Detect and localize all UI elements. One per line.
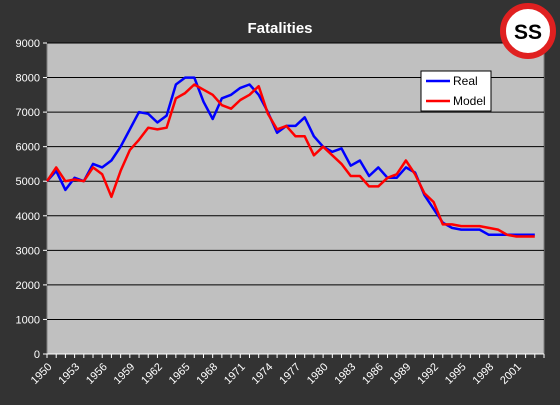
x-tick-label: 1977 bbox=[277, 361, 303, 387]
x-tick-label: 1983 bbox=[332, 361, 358, 387]
x-tick-label: 1968 bbox=[194, 361, 220, 387]
badge-ring bbox=[500, 3, 556, 59]
x-tick-label: 1980 bbox=[305, 361, 331, 387]
x-tick-label: 1992 bbox=[415, 361, 441, 387]
x-tick-label: 1953 bbox=[56, 361, 82, 387]
series-lines bbox=[45, 76, 535, 238]
x-tick-label: 1986 bbox=[360, 361, 386, 387]
y-tick-label: 9000 bbox=[16, 38, 40, 50]
x-tick-label: 1950 bbox=[29, 361, 55, 387]
badge-text: SS bbox=[514, 21, 542, 44]
x-tick-label: 1959 bbox=[112, 361, 138, 387]
y-tick-label: 6000 bbox=[16, 142, 40, 154]
y-tick-label: 4000 bbox=[16, 211, 40, 223]
x-tick-label: 1962 bbox=[139, 361, 165, 387]
legend-box bbox=[420, 70, 492, 112]
ss-badge-logo: SS bbox=[500, 3, 556, 59]
x-tick-label: 1971 bbox=[222, 361, 248, 387]
series-line-real bbox=[46, 76, 535, 237]
x-tick-label: 1989 bbox=[388, 361, 414, 387]
x-axis: 1950 1953 1956 1959 1962 1965 1968 1971 1974 1977… bbox=[29, 353, 545, 387]
x-tick-label: 1998 bbox=[471, 361, 497, 387]
legend: Real Model bbox=[420, 70, 492, 112]
y-axis: 0 1000 2000 3000 4000 5000 6000 7000 8000 9000 bbox=[16, 38, 47, 361]
chart-title: Fatalities bbox=[247, 20, 312, 37]
y-tick-label: 2000 bbox=[16, 280, 40, 292]
y-tick-label: 3000 bbox=[16, 245, 40, 257]
x-tick-label: 1995 bbox=[443, 361, 469, 387]
x-tick-label: 1965 bbox=[167, 361, 193, 387]
y-tick-label: 1000 bbox=[16, 314, 40, 326]
x-tick-label: 2001 bbox=[498, 361, 524, 387]
y-tick-label: 7000 bbox=[16, 107, 40, 119]
gridlines bbox=[47, 42, 544, 320]
legend-label-model: Model bbox=[453, 94, 486, 108]
series-line-model bbox=[45, 83, 535, 238]
legend-label-real: Real bbox=[453, 74, 478, 88]
y-tick-label: 8000 bbox=[16, 73, 40, 85]
x-tick-label: 1974 bbox=[250, 361, 276, 387]
y-tick-label: 0 bbox=[34, 349, 40, 361]
y-tick-label: 5000 bbox=[16, 176, 40, 188]
x-tick-label: 1956 bbox=[84, 361, 110, 387]
